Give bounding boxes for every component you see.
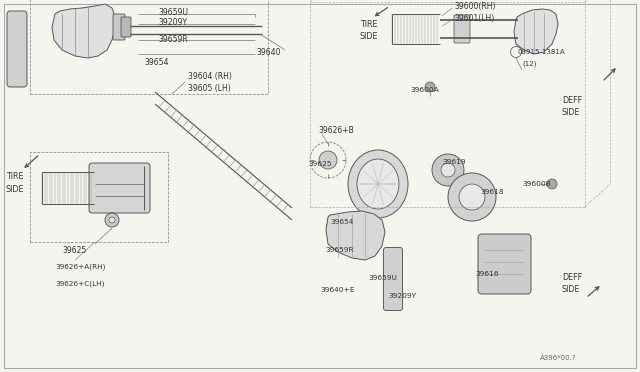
Text: 39209Y: 39209Y xyxy=(388,293,416,299)
FancyBboxPatch shape xyxy=(383,247,403,311)
Circle shape xyxy=(547,179,557,189)
Text: 39654: 39654 xyxy=(330,219,353,225)
Ellipse shape xyxy=(348,150,408,218)
Polygon shape xyxy=(514,9,558,54)
Text: A396*00.?: A396*00.? xyxy=(540,355,577,361)
Text: 39604 (RH): 39604 (RH) xyxy=(188,71,232,80)
Text: 39600A: 39600A xyxy=(410,87,439,93)
Polygon shape xyxy=(52,4,115,58)
Text: 08915-1381A: 08915-1381A xyxy=(518,49,566,55)
FancyBboxPatch shape xyxy=(113,14,125,40)
Circle shape xyxy=(459,184,485,210)
Text: 39616: 39616 xyxy=(475,271,499,277)
Text: SIDE: SIDE xyxy=(562,285,580,295)
Text: 39626+C(LH): 39626+C(LH) xyxy=(55,281,104,287)
Text: 39605 (LH): 39605 (LH) xyxy=(188,83,231,93)
Text: DEFF: DEFF xyxy=(562,96,582,105)
Text: 39640+E: 39640+E xyxy=(320,287,355,293)
Text: 39659R: 39659R xyxy=(325,247,354,253)
Circle shape xyxy=(319,151,337,169)
Circle shape xyxy=(441,163,455,177)
Text: TIRE: TIRE xyxy=(360,19,378,29)
Text: 39659U: 39659U xyxy=(368,275,397,281)
FancyBboxPatch shape xyxy=(478,234,531,294)
Polygon shape xyxy=(326,211,385,260)
Text: TIRE: TIRE xyxy=(6,171,24,180)
FancyBboxPatch shape xyxy=(121,17,131,37)
Ellipse shape xyxy=(357,159,399,209)
Text: 39654: 39654 xyxy=(144,58,168,67)
Text: 39626+A(RH): 39626+A(RH) xyxy=(55,264,106,270)
Bar xyxy=(30,152,168,242)
Text: SIDE: SIDE xyxy=(6,185,24,193)
Text: 39618: 39618 xyxy=(480,189,504,195)
FancyBboxPatch shape xyxy=(89,163,150,213)
Text: 39640: 39640 xyxy=(256,48,280,57)
Circle shape xyxy=(448,173,496,221)
Circle shape xyxy=(432,154,464,186)
Text: 39619: 39619 xyxy=(442,159,466,165)
Bar xyxy=(30,0,268,94)
Text: DEFF: DEFF xyxy=(562,273,582,282)
Circle shape xyxy=(105,213,119,227)
Text: (12): (12) xyxy=(522,61,536,67)
Text: SIDE: SIDE xyxy=(360,32,378,41)
Text: 39600B: 39600B xyxy=(522,181,551,187)
Circle shape xyxy=(425,82,435,92)
Circle shape xyxy=(109,217,115,223)
FancyBboxPatch shape xyxy=(454,15,470,43)
Text: 39625: 39625 xyxy=(62,246,86,254)
Text: 39659U: 39659U xyxy=(158,7,188,16)
Text: 39600(RH): 39600(RH) xyxy=(454,1,495,10)
Text: 39626+B: 39626+B xyxy=(318,125,354,135)
Text: 39209Y: 39209Y xyxy=(158,17,187,26)
FancyBboxPatch shape xyxy=(7,11,27,87)
Text: 39659R: 39659R xyxy=(158,35,188,44)
Text: 39601(LH): 39601(LH) xyxy=(454,13,494,22)
Text: 39625: 39625 xyxy=(308,161,332,167)
Text: SIDE: SIDE xyxy=(562,108,580,116)
